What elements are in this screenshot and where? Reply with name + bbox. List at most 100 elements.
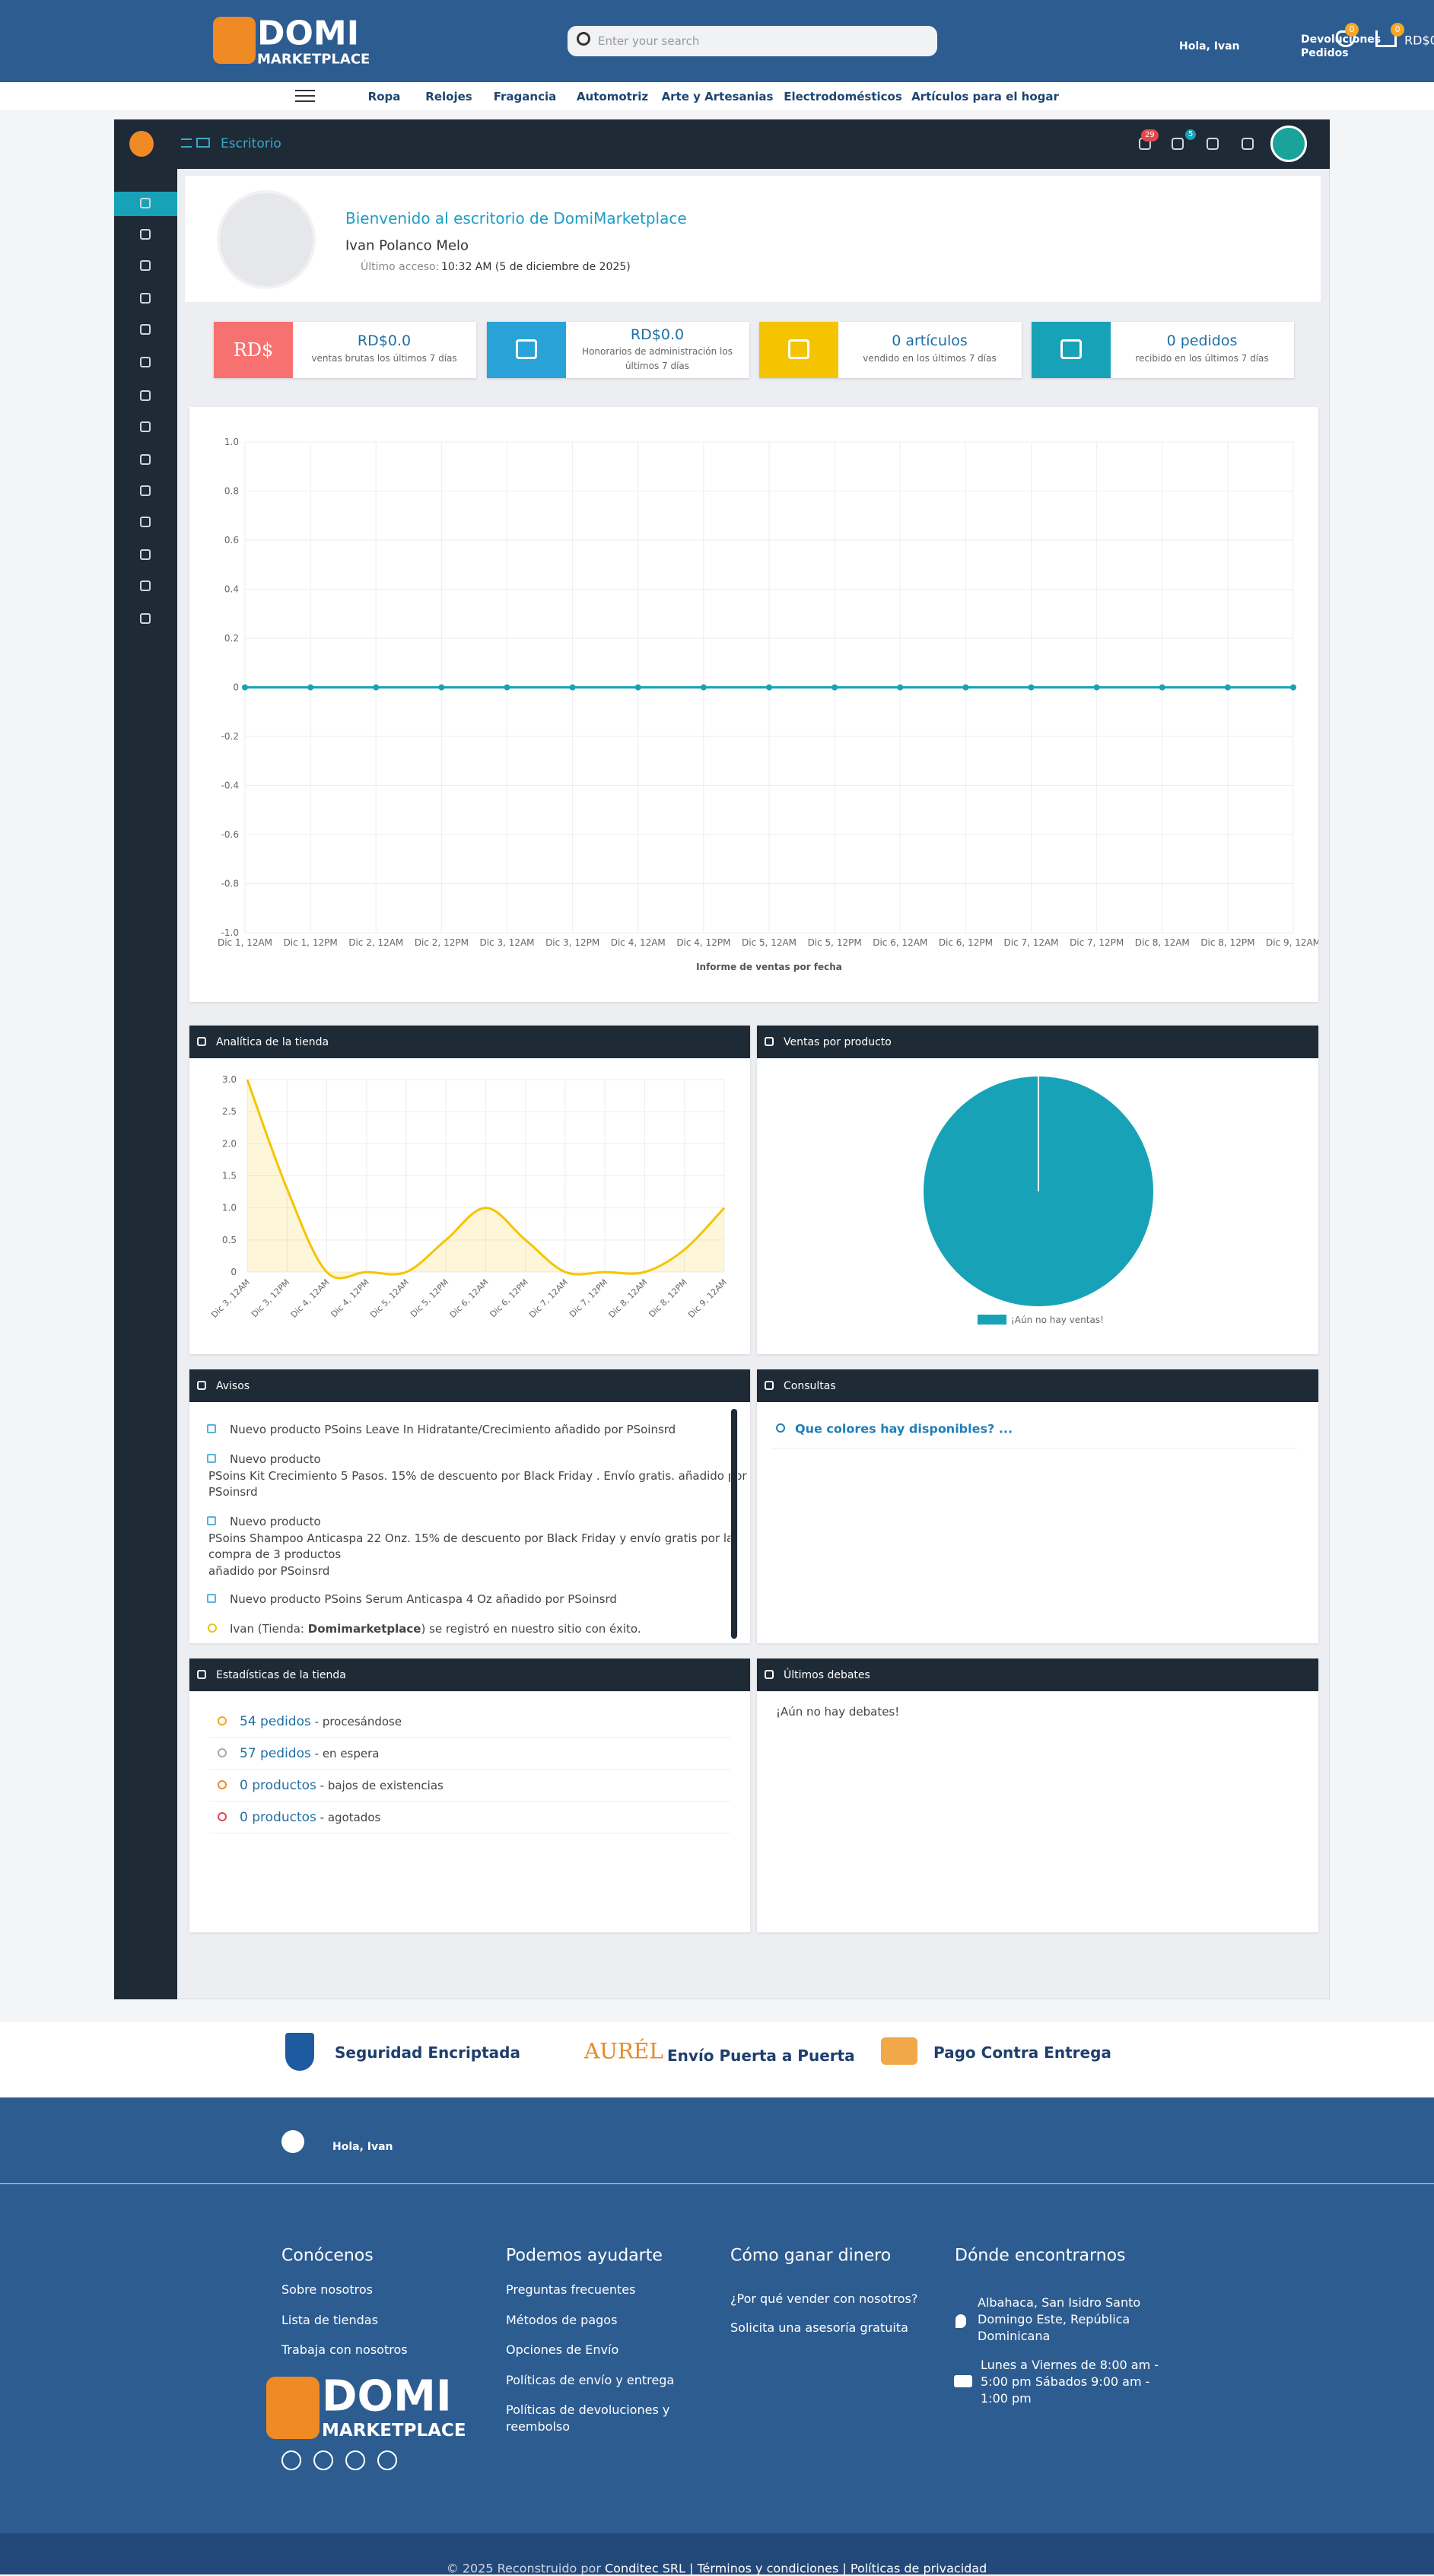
panel-title: Analítica de la tienda xyxy=(216,1036,329,1048)
sales-panel xyxy=(189,407,1318,1002)
panel-header xyxy=(189,1026,750,1058)
cart-icon xyxy=(1375,30,1397,47)
point xyxy=(1224,684,1231,691)
footer-heading: Conócenos xyxy=(281,2246,374,2266)
topbar-icon xyxy=(1172,138,1184,150)
stat-item-link[interactable]: 0 productos xyxy=(240,1810,316,1825)
panel-title: Estadísticas de la tienda xyxy=(216,1669,346,1681)
footer-link[interactable]: Políticas de devoluciones y reembolso xyxy=(506,2403,670,2434)
stat-icon xyxy=(1032,322,1111,378)
point xyxy=(242,684,248,691)
search-box[interactable] xyxy=(568,26,937,56)
sidebar xyxy=(114,169,177,1999)
panel-icon xyxy=(197,1037,206,1046)
footer-link[interactable]: Preguntas frecuentes xyxy=(506,2282,636,2297)
stat-item-icon xyxy=(218,1716,227,1725)
feature-text: Envío Puerta a Puerta xyxy=(667,2046,855,2065)
footer-link[interactable]: Trabaja con nosotros xyxy=(281,2342,408,2357)
dash-logo xyxy=(129,131,154,157)
sidebar-icon xyxy=(140,390,151,401)
stat-icon xyxy=(214,322,293,378)
sidebar-icon xyxy=(140,421,151,432)
point xyxy=(569,684,576,691)
stat-item: 0 productos - agotados xyxy=(240,1810,380,1825)
orders-link[interactable]: Pedidos xyxy=(1301,47,1349,59)
x-tick-label: Dic 3, 12AM xyxy=(209,1277,252,1320)
notice-text: PSoinsrd xyxy=(208,1485,258,1499)
x-tick-label: Dic 6, 12AM xyxy=(448,1277,491,1320)
panel-header xyxy=(757,1369,1318,1402)
social-icon[interactable] xyxy=(281,2450,301,2470)
nav-link[interactable]: Fragancia xyxy=(493,90,557,103)
stat-label: vendido en los últimos 7 días xyxy=(863,353,997,364)
footer-heading: Cómo ganar dinero xyxy=(730,2246,892,2266)
y-tick-label: -0.6 xyxy=(221,829,239,840)
social-icon[interactable] xyxy=(377,2450,397,2470)
footer-link[interactable]: Sobre nosotros xyxy=(281,2282,373,2297)
nav-link[interactable]: Automotriz xyxy=(576,90,649,103)
nav-link[interactable]: Ropa xyxy=(367,90,401,103)
stat-item: 54 pedidos - procesándose xyxy=(240,1714,402,1729)
footer-bottom-part[interactable]: Términos y condiciones xyxy=(697,2561,839,2576)
search-icon xyxy=(577,32,590,46)
inquiry-link[interactable]: Que colores hay disponibles? ... xyxy=(795,1421,1013,1436)
stat-item-icon xyxy=(218,1812,227,1821)
x-tick-label: Dic 1, 12AM xyxy=(218,937,272,948)
x-tick-label: Dic 3, 12AM xyxy=(479,937,534,948)
panel-icon xyxy=(197,1670,206,1679)
footer-link[interactable]: Lista de tiendas xyxy=(281,2312,378,2327)
social-icon[interactable] xyxy=(345,2450,365,2470)
footer-address: Albahaca, San Isidro Santo Domingo Este,… xyxy=(978,2295,1141,2343)
footer-link[interactable]: Métodos de pagos xyxy=(506,2312,618,2327)
point xyxy=(504,684,510,691)
footer-link[interactable]: Políticas de envío y entrega xyxy=(506,2372,675,2387)
footer-link[interactable]: Solicita una asesoría gratuita xyxy=(730,2320,908,2335)
cash-icon xyxy=(881,2037,917,2065)
sidebar-icon xyxy=(140,259,151,271)
logo-bottom: MARKETPLACE xyxy=(257,51,370,68)
sidebar-icon xyxy=(140,613,151,625)
point xyxy=(700,684,707,691)
legend-label: ¡Aún no hay ventas! xyxy=(1011,1315,1104,1325)
x-tick-label: Dic 6, 12PM xyxy=(488,1277,530,1319)
stat-item-link[interactable]: 0 productos xyxy=(240,1778,316,1793)
nav-link[interactable]: Electrodomésticos xyxy=(784,90,902,103)
cart-total: RD$0 xyxy=(1404,33,1434,48)
footer-bottom-part[interactable]: Conditec SRL xyxy=(605,2561,685,2576)
separator xyxy=(209,1769,730,1770)
notice-text: PSoins Kit Crecimiento 5 Pasos. 15% de d… xyxy=(208,1469,747,1483)
footer-bottom-part: | xyxy=(688,2561,694,2576)
logo-icon xyxy=(213,17,256,64)
x-tick-label: Dic 8, 12AM xyxy=(607,1277,650,1320)
footer-link[interactable]: Opciones de Envío xyxy=(506,2342,619,2357)
sidebar-icon xyxy=(140,324,151,336)
x-tick-label: Dic 8, 12PM xyxy=(647,1277,689,1319)
footer-bottom-part[interactable]: Políticas de privacidad xyxy=(850,2561,987,2576)
nav-link[interactable]: Arte y Artesanias xyxy=(661,90,774,103)
feature-text: Pago Contra Entrega xyxy=(933,2043,1111,2062)
x-tick-label: Dic 8, 12PM xyxy=(1200,937,1254,948)
x-tick-label: Dic 4, 12AM xyxy=(289,1277,332,1320)
sidebar-icon xyxy=(140,197,151,208)
notif-count: 29 xyxy=(1141,129,1159,142)
help-count: 5 xyxy=(1185,129,1197,140)
social-icon[interactable] xyxy=(313,2450,333,2470)
nav-link[interactable]: Artículos para el hogar xyxy=(911,90,1059,103)
x-tick-label: Dic 7, 12PM xyxy=(1070,937,1124,948)
notice-icon xyxy=(207,1594,216,1603)
stat-item-link[interactable]: 57 pedidos xyxy=(240,1746,311,1761)
point xyxy=(897,684,904,691)
nav-link[interactable]: Relojes xyxy=(425,90,472,103)
stat-item-link[interactable]: 54 pedidos xyxy=(240,1714,311,1729)
search-placeholder: Enter your search xyxy=(598,34,700,48)
dashboard-topbar xyxy=(114,119,1330,169)
sidebar-icon xyxy=(140,549,151,561)
sidebar-icon xyxy=(140,485,151,496)
x-tick-label: Dic 4, 12PM xyxy=(676,937,730,948)
truck-icon xyxy=(954,2375,972,2387)
footer-link[interactable]: ¿Por qué vender con nosotros? xyxy=(730,2291,918,2306)
x-tick-label: Dic 9, 12AM xyxy=(1266,937,1318,948)
stat-value: 0 pedidos xyxy=(1166,332,1238,349)
stat-value: 0 artículos xyxy=(892,332,968,349)
